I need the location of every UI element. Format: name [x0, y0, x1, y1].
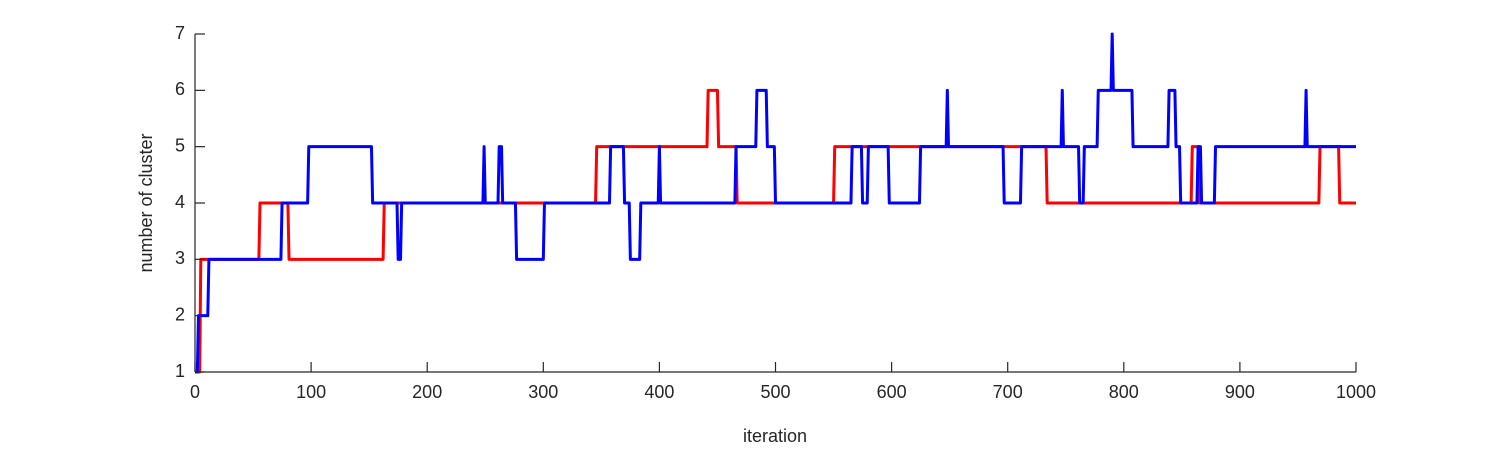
x-tick-label: 100	[296, 382, 326, 402]
x-tick-label: 0	[190, 382, 200, 402]
y-tick-label: 2	[175, 304, 185, 324]
y-tick-label: 6	[175, 79, 185, 99]
y-tick-label: 1	[175, 361, 185, 381]
x-tick-label: 800	[1109, 382, 1139, 402]
x-axis-label: iteration	[743, 426, 807, 446]
y-tick-label: 7	[175, 23, 185, 43]
x-tick-label: 1000	[1336, 382, 1376, 402]
x-tick-label: 400	[644, 382, 674, 402]
y-tick-label: 5	[175, 135, 185, 155]
x-tick-label: 500	[760, 382, 790, 402]
x-tick-label: 900	[1225, 382, 1255, 402]
x-tick-label: 200	[412, 382, 442, 402]
line-series	[195, 88, 1356, 374]
y-tick-label: 4	[175, 192, 185, 212]
x-tick-label: 600	[877, 382, 907, 402]
y-tick-label: 3	[175, 248, 185, 268]
x-tick-label: 700	[993, 382, 1023, 402]
line-series	[195, 32, 1356, 374]
y-axis-label: number of cluster	[136, 133, 156, 272]
x-tick-label: 300	[528, 382, 558, 402]
